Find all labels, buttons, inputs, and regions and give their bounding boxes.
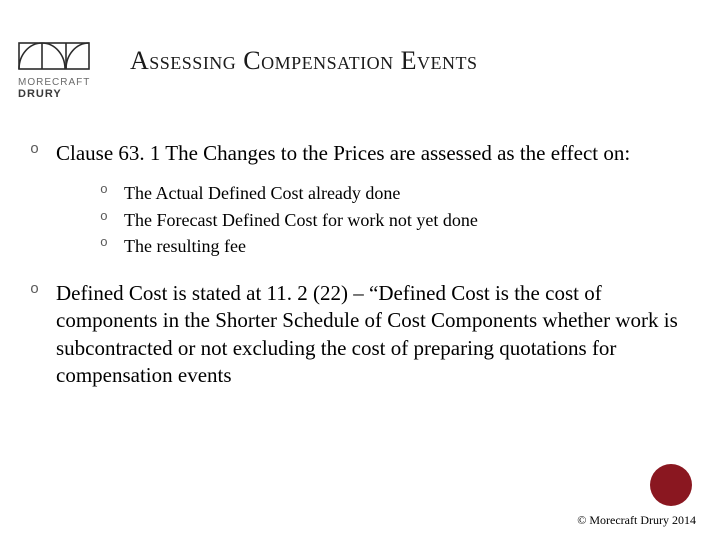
logo: MORECRAFT DRURY xyxy=(18,42,108,100)
slide-body: o Clause 63. 1 The Changes to the Prices… xyxy=(30,140,680,403)
logo-mark-icon xyxy=(18,42,90,70)
logo-text-drury: DRURY xyxy=(18,88,108,100)
bullet-icon: o xyxy=(30,140,56,167)
list-item: o Defined Cost is stated at 11. 2 (22) –… xyxy=(30,280,680,389)
sub-list-item-text: The Forecast Defined Cost for work not y… xyxy=(124,208,478,232)
sub-list-item-text: The resulting fee xyxy=(124,234,246,258)
list-item-text: Defined Cost is stated at 11. 2 (22) – “… xyxy=(56,280,680,389)
sub-list-item: o The resulting fee xyxy=(100,234,680,258)
accent-circle-icon xyxy=(650,464,692,506)
bullet-icon: o xyxy=(30,280,56,389)
bullet-icon: o xyxy=(100,234,124,258)
bullet-icon: o xyxy=(100,181,124,205)
slide-title: Assessing Compensation Events xyxy=(130,46,478,76)
list-item-text: Clause 63. 1 The Changes to the Prices a… xyxy=(56,140,630,167)
copyright-text: © Morecraft Drury 2014 xyxy=(577,513,696,528)
logo-text-morecraft: MORECRAFT xyxy=(18,77,108,88)
sub-list: o The Actual Defined Cost already done o… xyxy=(100,181,680,258)
list-item: o Clause 63. 1 The Changes to the Prices… xyxy=(30,140,680,167)
sub-list-item: o The Actual Defined Cost already done xyxy=(100,181,680,205)
slide: MORECRAFT DRURY Assessing Compensation E… xyxy=(0,0,720,540)
sub-list-item: o The Forecast Defined Cost for work not… xyxy=(100,208,680,232)
sub-list-item-text: The Actual Defined Cost already done xyxy=(124,181,400,205)
bullet-icon: o xyxy=(100,208,124,232)
